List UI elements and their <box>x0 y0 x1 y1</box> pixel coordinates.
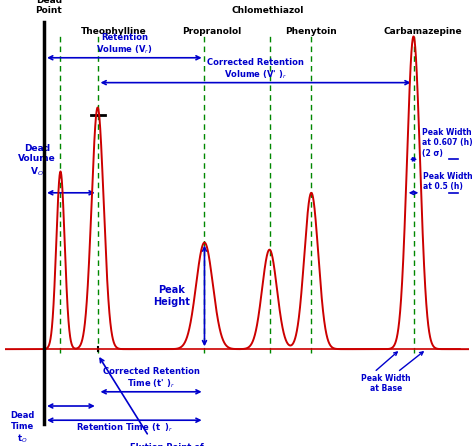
Text: Theophylline: Theophylline <box>81 28 147 37</box>
Text: Phenytoin: Phenytoin <box>285 28 337 37</box>
Text: Propranolol: Propranolol <box>182 28 241 37</box>
Text: Elution Point of
Unretained Solute: Elution Point of Unretained Solute <box>124 443 211 446</box>
Text: Peak Width
at 0.5 (h): Peak Width at 0.5 (h) <box>423 172 473 191</box>
Text: Retention
Volume (V$_r$): Retention Volume (V$_r$) <box>96 33 153 56</box>
Text: Peak Width
at 0.607 (h)
(2 σ): Peak Width at 0.607 (h) (2 σ) <box>422 128 473 157</box>
Text: Dead
Volume
V$_O$: Dead Volume V$_O$ <box>18 144 56 178</box>
Text: Corrected Retention
Time (t' )$_r$: Corrected Retention Time (t' )$_r$ <box>103 367 200 390</box>
Text: Peak
Height: Peak Height <box>154 285 191 307</box>
Text: Dead
Point: Dead Point <box>36 0 62 15</box>
Text: Dead
Time
t$_O$: Dead Time t$_O$ <box>10 411 35 445</box>
Text: Retention Time (t  )$_r$: Retention Time (t )$_r$ <box>76 422 173 434</box>
Text: Corrected Retention
Volume (V' )$_r$: Corrected Retention Volume (V' )$_r$ <box>207 58 304 81</box>
Text: Chlomethiazol: Chlomethiazol <box>231 6 303 15</box>
Text: Peak Width
at Base: Peak Width at Base <box>361 374 410 393</box>
Text: Carbamazepine: Carbamazepine <box>383 28 462 37</box>
